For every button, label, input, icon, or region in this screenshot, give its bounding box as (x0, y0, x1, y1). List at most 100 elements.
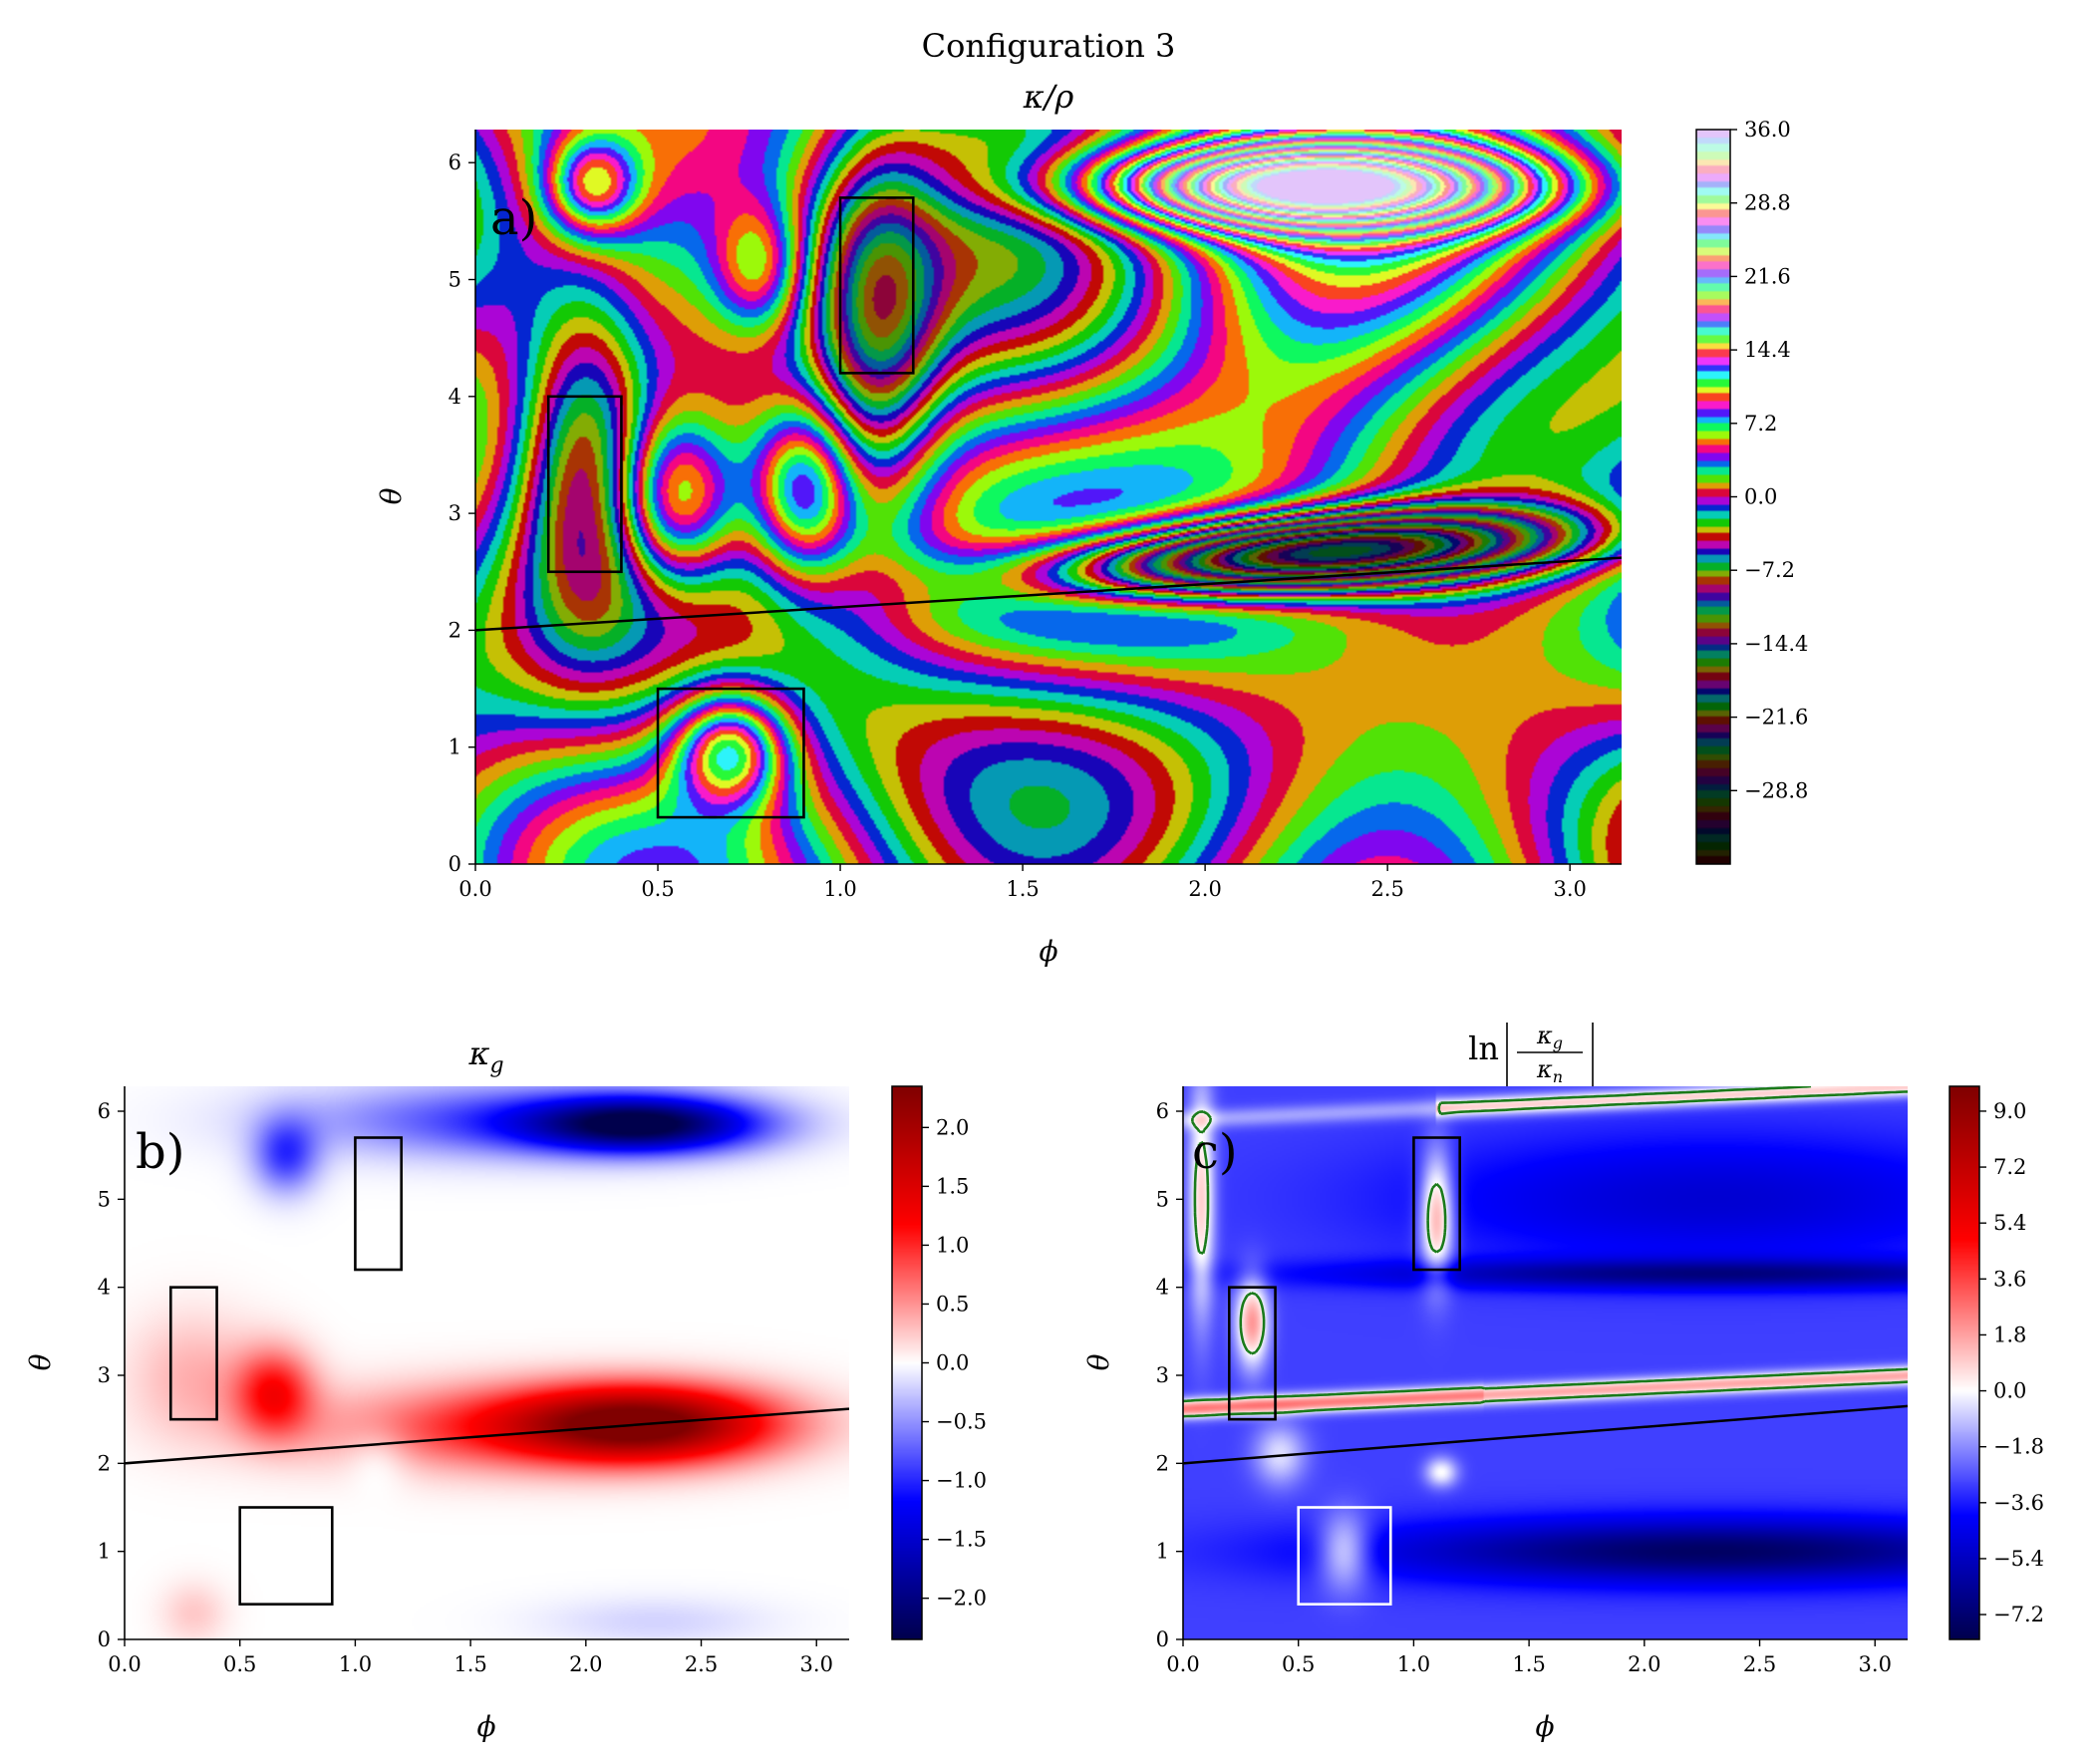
panel-a-colorbar-tick-label: 36.0 (1744, 118, 1791, 142)
panel-a-colorbar: 36.0 28.8 21.6 14.4 7.2 0.0 −7.2 −14.4 −21.6 −28.… (1695, 118, 1808, 865)
panel-c-colorbar-tick-label: 1.8 (1993, 1322, 2026, 1346)
panel-a-xtick-label: 2.0 (1188, 877, 1221, 901)
panel-a-colorbar-tick-label: 7.2 (1744, 412, 1777, 436)
panel-b-xlabel: ϕ (476, 1710, 495, 1743)
panel-c-colorbar-tick-label: 3.6 (1993, 1267, 2026, 1291)
panel-a-xtick-label: 1.5 (1006, 877, 1039, 901)
panel-c-xtick-label: 0.0 (1166, 1652, 1199, 1676)
panel-a-black-line (475, 556, 1622, 632)
panel-b-xtick-label: 0.0 (108, 1652, 141, 1676)
panel-a-ytick-label: 2 (449, 618, 461, 642)
panel-c-overlay (1183, 1086, 1908, 1606)
panel-a-axes: 0.0 0.5 1.0 1.5 2.0 2.5 3.0 0 1 2 3 4 5 6 (449, 130, 1622, 901)
panel-c-label: c) (1192, 1124, 1238, 1180)
panel-a-box-3 (656, 687, 805, 819)
panel-c-heatmap (1183, 1086, 1908, 1639)
panel-a-overlay (475, 196, 1622, 819)
panel-c-xlabel: ϕ (1535, 1710, 1554, 1743)
panel-a-heatmap (475, 130, 1622, 864)
panel-a-box-1 (546, 395, 623, 574)
panel-c-xtick-label: 2.5 (1743, 1652, 1776, 1676)
panel-c-ytick-label: 4 (1156, 1276, 1169, 1300)
panel-a-xtick-label: 0.0 (458, 877, 491, 901)
panel-a-colorbar-tick-label: −21.6 (1744, 706, 1808, 730)
panel-c-xtick-label: 1.5 (1512, 1652, 1545, 1676)
panel-b-overlay (125, 1136, 849, 1606)
panel-c-colorbar: 9.0 7.2 5.4 3.6 1.8 0.0 −1.8 −3.6 −5.4 −7.2 (1949, 1085, 2044, 1640)
panel-b-ytick-label: 2 (98, 1451, 111, 1475)
panel-c-colorbar-tick-label: −1.8 (1993, 1435, 2044, 1459)
panel-b-xtick-label: 1.5 (453, 1652, 486, 1676)
panel-c-black-line (1183, 1404, 1908, 1465)
panel-a-colorbar-tick-label: 0.0 (1744, 485, 1777, 509)
panel-c-ytick-label: 6 (1156, 1099, 1169, 1123)
panel-b-box-2 (354, 1136, 403, 1272)
panel-a-label: a) (490, 190, 537, 246)
panel-b-box-3 (238, 1506, 334, 1606)
panel-c-xtick-label: 3.0 (1859, 1652, 1892, 1676)
panel-b-colorbar-tick-label: 0.0 (936, 1351, 969, 1375)
panel-c-title-numerator: κg (1536, 1022, 1563, 1052)
panel-b-ylabel: θ (24, 1353, 57, 1370)
panel-a-xtick-label: 3.0 (1553, 877, 1586, 901)
panel-c-title-ln: ln (1468, 1029, 1499, 1067)
panel-a-ytick-label: 4 (449, 385, 461, 409)
panel-c-xtick-label: 0.5 (1282, 1652, 1315, 1676)
panel-b-xtick-label: 3.0 (800, 1652, 833, 1676)
panel-a-box-2 (838, 196, 915, 375)
panel-c-box-3 (1297, 1506, 1392, 1606)
panel-b-xtick-label: 1.0 (339, 1652, 372, 1676)
panel-c-plot-area (1183, 1086, 1908, 1639)
panel-b-ytick-label: 5 (98, 1187, 111, 1211)
panel-a-ytick-label: 5 (449, 268, 461, 292)
panel-c-colorbar-tick-label: 7.2 (1993, 1155, 2026, 1179)
panel-b-colorbar-tick-label: −2.0 (936, 1587, 987, 1611)
panel-a-ytick-label: 3 (449, 501, 461, 525)
panel-c-colorbar-tick-label: −5.4 (1993, 1547, 2044, 1571)
panel-b-colorbar-tick-label: 0.5 (936, 1292, 969, 1316)
panel-c-colorbar-ticks: 9.0 7.2 5.4 3.6 1.8 0.0 −1.8 −3.6 −5.4 −7.2 (1979, 1099, 2044, 1626)
panel-a-xtick-label: 0.5 (641, 877, 674, 901)
panel-a-colorbar-tick-label: −28.8 (1744, 778, 1808, 802)
panel-b-colorbar-image (892, 1086, 922, 1639)
panel-b-xtick-label: 2.5 (685, 1652, 718, 1676)
panel-b-label: b) (136, 1124, 184, 1180)
panel-c: ln κg κn c) 0.0 0.5 1.0 1.5 2.0 2.5 3.0 0 1 2 3 4 5 6… (1082, 1022, 2044, 1743)
panel-b-colorbar-tick-label: 1.5 (936, 1174, 969, 1198)
panel-a-title: κ/ρ (1023, 78, 1074, 116)
panel-c-colorbar-tick-label: −3.6 (1993, 1491, 2044, 1515)
panel-a-xtick-label: 2.5 (1370, 877, 1403, 901)
panel-a-xtick-label: 1.0 (823, 877, 856, 901)
panel-b-colorbar-tick-label: −1.0 (936, 1469, 987, 1493)
panel-c-ylabel: θ (1082, 1353, 1115, 1370)
panel-b-colorbar-tick-label: 2.0 (936, 1115, 969, 1139)
panel-b-ytick-label: 6 (98, 1099, 111, 1123)
panel-b-colorbar-tick-label: −1.5 (936, 1528, 987, 1552)
panel-c-ytick-label: 0 (1156, 1627, 1169, 1651)
panel-b-ytick-label: 1 (98, 1540, 111, 1564)
panel-b-box-1 (168, 1286, 218, 1421)
panel-b-plot-area (125, 1086, 849, 1639)
panel-c-zero-contour (1183, 1086, 1908, 1418)
panel-c-box-2 (1412, 1136, 1461, 1272)
panel-a-colorbar-tick-label: −14.4 (1744, 632, 1808, 656)
panel-a-colorbar-ticks: 36.0 28.8 21.6 14.4 7.2 0.0 −7.2 −14.4 −21.6 −28.… (1730, 118, 1808, 802)
panel-c-axes: 0.0 0.5 1.0 1.5 2.0 2.5 3.0 0 1 2 3 4 5 6 (1156, 1086, 1908, 1676)
panel-b-colorbar-tick-label: 1.0 (936, 1233, 969, 1257)
panel-a-ytick-label: 6 (449, 150, 461, 174)
panel-a-ytick-label: 0 (449, 852, 461, 876)
panel-c-box-1 (1227, 1286, 1277, 1421)
panel-a-ytick-label: 1 (449, 735, 461, 759)
panel-b-colorbar-ticks: 2.0 1.5 1.0 0.5 0.0 −0.5 −1.0 −1.5 −2.0 (922, 1115, 987, 1611)
panel-c-colorbar-tick-label: −7.2 (1993, 1603, 2044, 1626)
panel-c-title: ln κg κn (1468, 1022, 1594, 1086)
panel-b-xtick-label: 2.0 (569, 1652, 602, 1676)
panel-c-ytick-label: 5 (1156, 1187, 1169, 1211)
panel-c-colorbar-tick-label: 0.0 (1993, 1379, 2026, 1403)
panel-c-xtick-label: 1.0 (1397, 1652, 1430, 1676)
panel-a-colorbar-tick-label: 14.4 (1744, 338, 1791, 362)
panel-a-plot-area (475, 130, 1622, 864)
panel-a-colorbar-tick-label: 21.6 (1744, 264, 1791, 288)
